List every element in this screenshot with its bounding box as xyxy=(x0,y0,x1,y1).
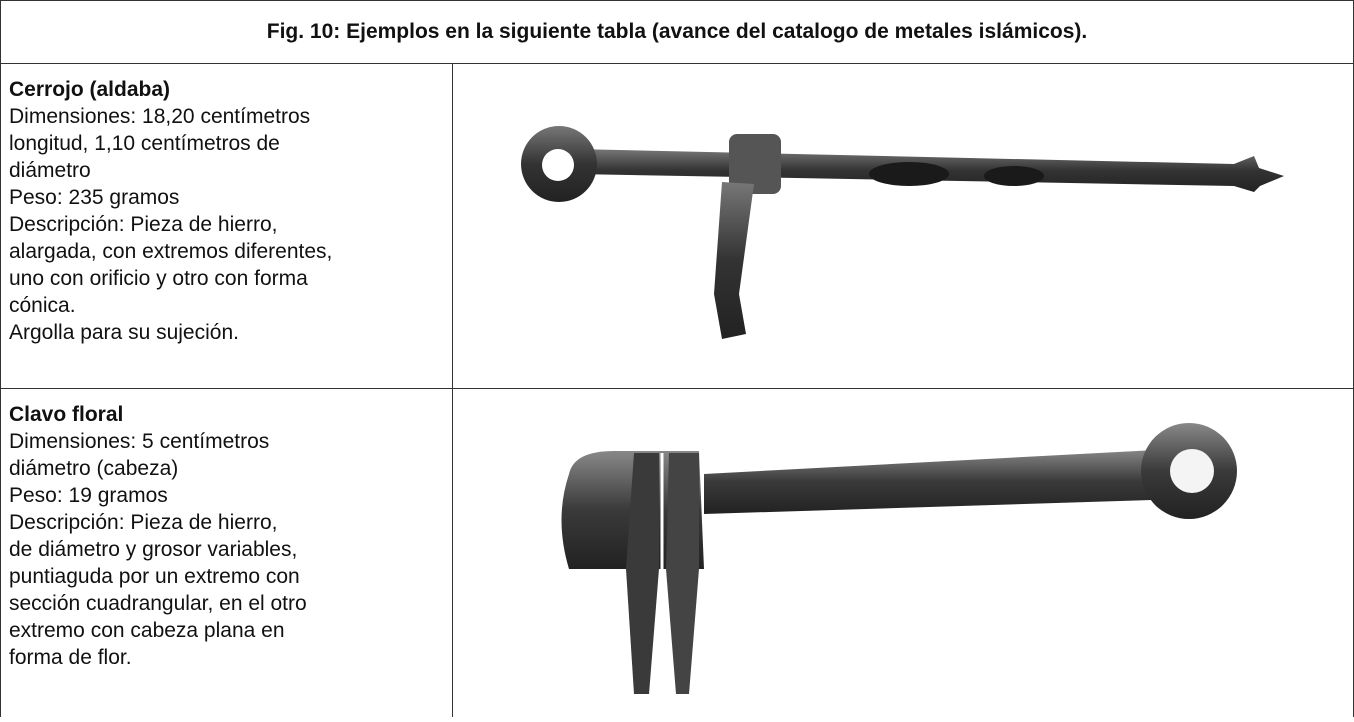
table-row: Cerrojo (aldaba) Dimensiones: 18,20 centí… xyxy=(1,64,1353,389)
description-cell: Clavo floral Dimensiones: 5 centímetros di… xyxy=(1,389,453,717)
item-line: Peso: 19 gramos xyxy=(9,484,168,507)
item-line: Dimensiones: 5 centímetros xyxy=(9,430,270,453)
item-title: Cerrojo (aldaba) xyxy=(9,78,171,101)
item-line: alargada, con extremos diferentes, xyxy=(9,240,333,263)
item-line: uno con orificio y otro con forma xyxy=(9,267,308,290)
table-title: Fig. 10: Ejemplos en la siguiente tabla … xyxy=(1,1,1353,64)
item-line: Argolla para su sujeción. xyxy=(9,321,239,344)
item-line: Descripción: Pieza de hierro, xyxy=(9,511,278,534)
item-line: de diámetro y grosor variables, xyxy=(9,538,298,561)
description-cell: Cerrojo (aldaba) Dimensiones: 18,20 centí… xyxy=(1,64,453,388)
item-title: Clavo floral xyxy=(9,403,124,426)
item-line: longitud, 1,10 centímetros de xyxy=(9,132,280,155)
item-line: puntiaguda por un extremo con xyxy=(9,565,300,588)
item-line: cónica. xyxy=(9,294,76,317)
table-row: Clavo floral Dimensiones: 5 centímetros di… xyxy=(1,389,1353,717)
item-line: Dimensiones: 18,20 centímetros xyxy=(9,105,311,128)
image-cell xyxy=(454,64,1353,388)
item-line: sección cuadrangular, en el otro xyxy=(9,592,307,615)
item-line: forma de flor. xyxy=(9,646,132,669)
image-cell xyxy=(454,389,1353,717)
item-line: extremo con cabeza plana en xyxy=(9,619,285,642)
artifact-image xyxy=(561,423,1237,694)
item-line: diámetro xyxy=(9,159,91,182)
item-line: Peso: 235 gramos xyxy=(9,186,180,209)
artifact-image xyxy=(521,126,1284,339)
item-line: Descripción: Pieza de hierro, xyxy=(9,213,278,236)
item-line: diámetro (cabeza) xyxy=(9,457,179,480)
